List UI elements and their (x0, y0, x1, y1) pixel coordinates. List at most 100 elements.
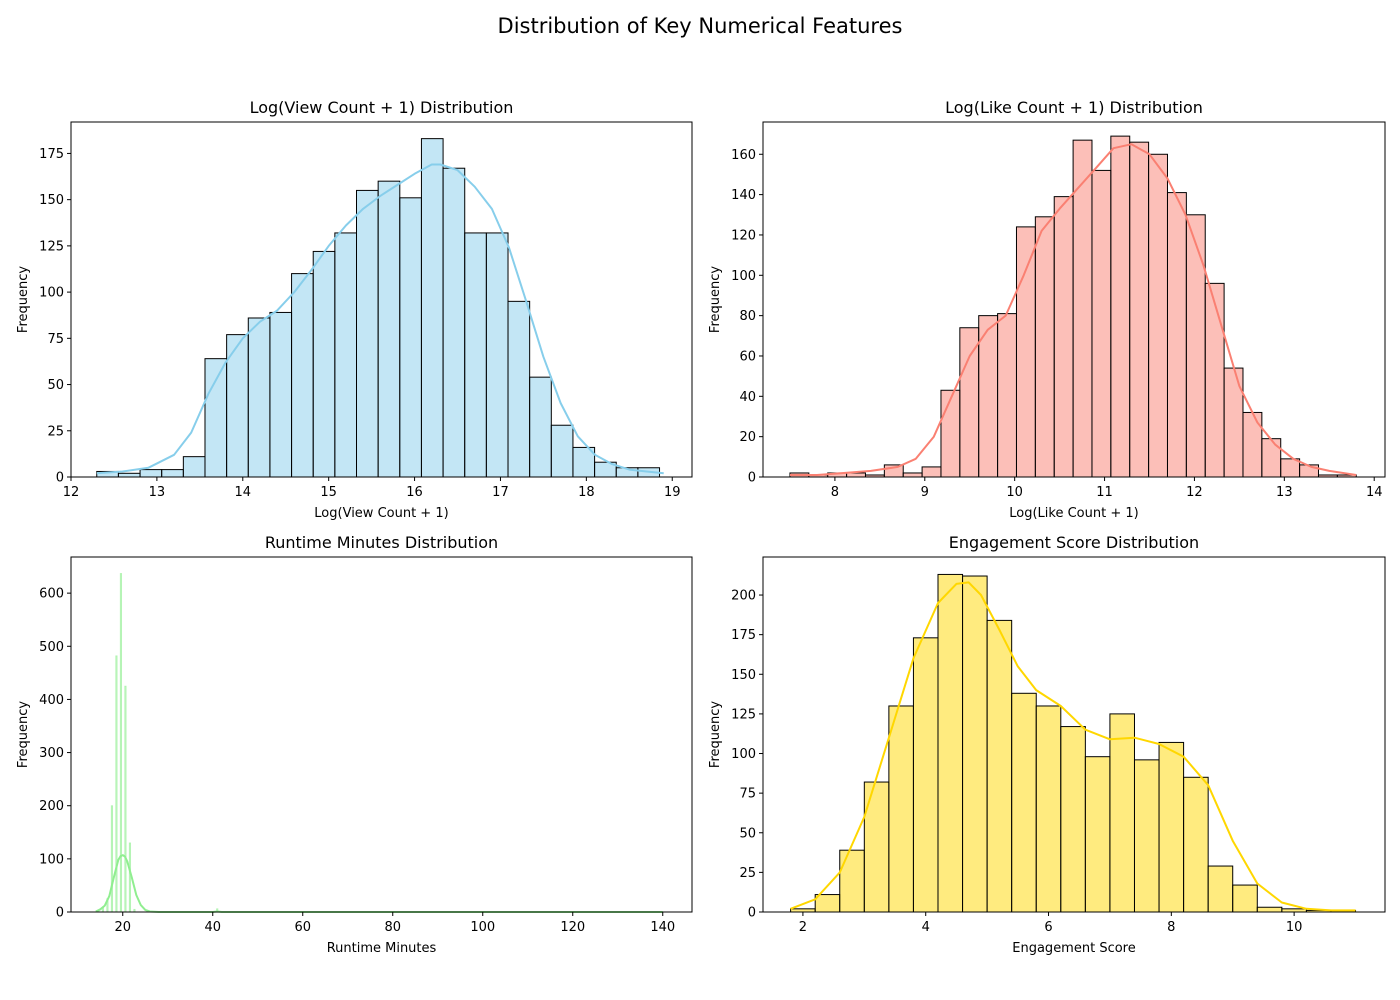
histogram-bar (902, 472, 923, 478)
y-tick-label: 300 (39, 746, 64, 761)
x-tick-label: 19 (664, 485, 681, 500)
histogram-bar (356, 189, 379, 478)
y-tick-label: 150 (39, 193, 64, 208)
histogram-bar (1280, 458, 1301, 478)
y-tick-label: 60 (739, 349, 756, 364)
axes-frame (762, 121, 1386, 478)
histogram-bar (464, 232, 487, 478)
x-tick-label: 10 (1006, 485, 1023, 500)
histogram-bar (442, 167, 466, 478)
histogram-bar (1084, 756, 1111, 913)
histogram-bar (888, 705, 914, 913)
histogram-bar (1060, 726, 1086, 913)
histogram-bar (1148, 153, 1168, 478)
histogram-bar (1053, 196, 1074, 478)
histogram-bar (182, 456, 206, 478)
y-tick-label: 0 (56, 906, 64, 921)
histogram-bar (962, 575, 988, 913)
histogram-bar (139, 469, 163, 478)
x-tick-label: 17 (492, 485, 509, 500)
y-tick-label: 160 (731, 148, 756, 163)
x-axis-label: Engagement Score (1012, 941, 1135, 956)
y-tick-label: 80 (739, 309, 756, 324)
y-tick-label: 125 (731, 707, 756, 722)
histogram-bar (117, 472, 141, 478)
x-tick-label: 100 (470, 920, 495, 935)
y-tick-label: 100 (39, 852, 64, 867)
y-tick-label: 175 (731, 628, 756, 643)
x-tick-label: 9 (921, 485, 929, 500)
y-tick-label: 0 (56, 471, 64, 486)
y-tick-label: 200 (731, 589, 756, 604)
y-tick-label: 25 (739, 866, 756, 881)
histogram-bar (1129, 141, 1150, 478)
histogram-bar (1091, 169, 1112, 478)
histogram-bar (1256, 906, 1283, 913)
histogram-bar (1204, 282, 1225, 478)
chart-title: Log(View Count + 1) Distribution (250, 98, 514, 117)
axes-frame (70, 121, 693, 478)
histogram-bar (161, 469, 184, 478)
y-tick-label: 100 (731, 747, 756, 762)
y-tick-label: 120 (731, 228, 756, 243)
histogram-bar (997, 313, 1017, 478)
y-tick-label: 0 (748, 471, 756, 486)
x-tick-label: 6 (1044, 920, 1052, 935)
y-tick-label: 140 (731, 188, 756, 203)
histogram-bar (921, 466, 942, 478)
kde-line (790, 581, 1356, 912)
histogram-bar (1232, 884, 1258, 913)
histogram-bar (529, 376, 552, 478)
y-tick-label: 25 (47, 424, 64, 439)
x-tick-label: 4 (922, 920, 930, 935)
kde-line (790, 143, 1357, 476)
histogram-bar (128, 842, 132, 913)
histogram-bar (1109, 713, 1135, 913)
histogram-bar (814, 894, 841, 913)
x-tick-label: 140 (650, 920, 675, 935)
chart-title: Engagement Score Distribution (949, 533, 1199, 552)
x-tick-label: 15 (320, 485, 337, 500)
kde-line (95, 854, 663, 913)
histogram-bar (1110, 135, 1131, 478)
y-tick-label: 100 (39, 286, 64, 301)
x-tick-label: 14 (1366, 485, 1383, 500)
y-tick-label: 0 (748, 906, 756, 921)
histogram-bar (1035, 705, 1062, 913)
chart-panel-2: Log(Like Count + 1) Distribution 8 9 10 11 12… (708, 98, 1386, 521)
y-tick-label: 50 (47, 378, 64, 393)
y-tick-label: 40 (739, 390, 756, 405)
y-axis-label: Frequency (16, 701, 31, 768)
y-axis-label: Frequency (708, 701, 723, 768)
x-tick-label: 18 (578, 485, 595, 500)
y-tick-label: 100 (731, 269, 756, 284)
y-tick-label: 200 (39, 799, 64, 814)
y-tick-label: 125 (39, 239, 64, 254)
axes-frame (762, 556, 1386, 913)
chart-panel-3: Runtime Minutes Distribution 20 40 60 80 100 1… (16, 533, 693, 956)
histogram-bar (1183, 776, 1209, 913)
histogram-bar (420, 138, 444, 478)
chart-title: Log(Like Count + 1) Distribution (945, 98, 1203, 117)
histogram-bar (110, 805, 114, 913)
histogram-bar (507, 300, 531, 478)
histogram-bar (1015, 226, 1036, 478)
y-tick-label: 75 (47, 332, 64, 347)
histogram-bar (119, 573, 123, 913)
histogram-bar (204, 358, 228, 478)
chart-panel-1: Log(View Count + 1) Distribution 12 13 14 15… (16, 98, 693, 521)
histogram-bar (1242, 411, 1263, 478)
histogram-bar (1034, 216, 1055, 478)
histogram-bar (912, 637, 939, 913)
x-tick-label: 20 (114, 920, 131, 935)
x-tick-label: 10 (1286, 920, 1303, 935)
histogram-bar (124, 685, 127, 913)
y-tick-label: 20 (739, 430, 756, 445)
histogram-bar (1261, 438, 1282, 478)
x-tick-label: 11 (1096, 485, 1113, 500)
histogram-bar (485, 232, 509, 478)
axes-frame (70, 556, 693, 913)
histogram-bar (940, 389, 961, 478)
kde-line (96, 163, 664, 475)
